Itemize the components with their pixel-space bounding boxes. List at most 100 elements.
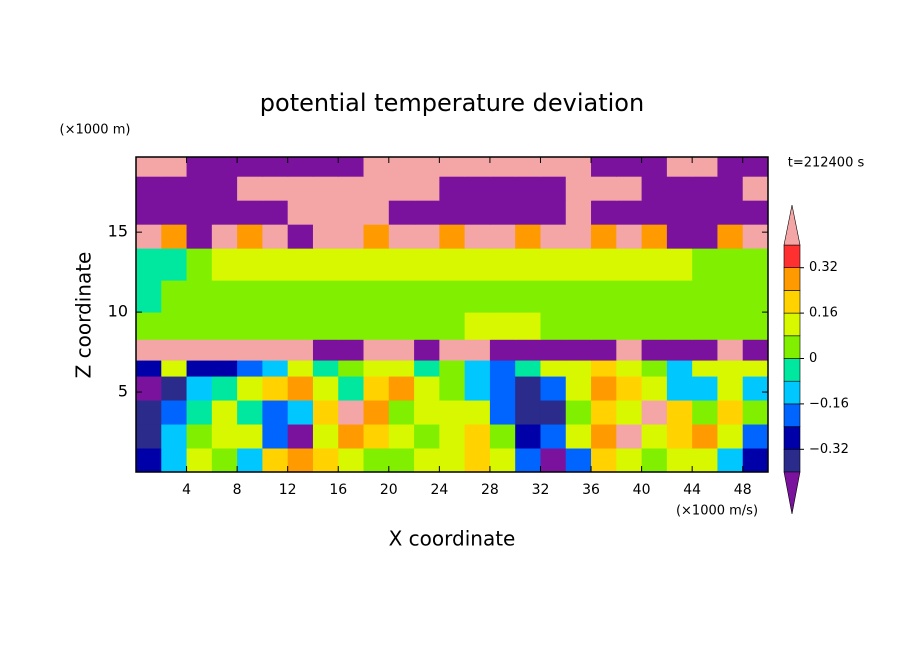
contour-cell xyxy=(287,448,314,473)
contour-cell xyxy=(388,157,415,177)
contour-cell xyxy=(439,224,466,249)
contour-cell xyxy=(515,400,541,425)
contour-cell xyxy=(439,200,466,225)
contour-cell xyxy=(388,376,415,401)
contour-cell xyxy=(414,176,440,201)
contour-cell xyxy=(489,157,516,177)
contour-cell xyxy=(616,157,643,177)
contour-cell xyxy=(666,339,693,361)
contour-cell xyxy=(439,360,466,377)
contour-cell xyxy=(717,376,744,401)
contour-cell xyxy=(464,312,491,340)
contour-cell xyxy=(591,280,617,313)
colorbar-box xyxy=(783,335,801,359)
contour-cell xyxy=(136,424,162,449)
contour-cell xyxy=(312,360,339,377)
contour-cell xyxy=(211,424,238,449)
contour-cell xyxy=(742,248,769,281)
contour-cell xyxy=(616,424,643,449)
contour-cell xyxy=(161,400,188,425)
contour-cell xyxy=(136,176,162,201)
contour-cell xyxy=(641,360,668,377)
x-tick-label: 20 xyxy=(380,482,398,498)
contour-cell xyxy=(161,448,188,473)
time-annotation: t=212400 s xyxy=(788,156,865,171)
contour-cell xyxy=(692,312,718,340)
contour-cell xyxy=(287,424,314,449)
contour-cell xyxy=(489,248,516,281)
contour-cell xyxy=(717,360,744,377)
contour-cell xyxy=(262,176,289,201)
contour-cell xyxy=(591,312,617,340)
contour-cell xyxy=(287,224,314,249)
contour-cell xyxy=(641,312,668,340)
contour-cell xyxy=(211,448,238,473)
contour-cell xyxy=(312,400,339,425)
contour-cell xyxy=(464,360,491,377)
contour-cell xyxy=(515,176,541,201)
contour-cell xyxy=(237,360,263,377)
contour-cell xyxy=(338,339,365,361)
axes: 4 8 12 16 20 24 28 32 36 40 44 4851015−0.32−0.1600.… xyxy=(108,156,849,515)
contour-cell xyxy=(262,157,289,177)
contour-cell xyxy=(439,312,466,340)
contour-cell xyxy=(565,157,592,177)
contour-cell xyxy=(464,248,491,281)
contour-cell xyxy=(338,424,365,449)
contour-cell xyxy=(363,157,390,177)
contour-cell xyxy=(388,339,415,361)
contour-cell xyxy=(742,376,769,401)
colorbar-box xyxy=(783,290,801,314)
contour-cell xyxy=(439,339,466,361)
contour-cell xyxy=(363,400,390,425)
contour-cell xyxy=(591,339,617,361)
contour-cell xyxy=(565,176,592,201)
contour-cell xyxy=(591,248,617,281)
contour-cell xyxy=(312,176,339,201)
contour-cell xyxy=(186,424,213,449)
colorbar-tick-label: 0.32 xyxy=(809,260,838,275)
contour-cell xyxy=(692,280,718,313)
contour-cell xyxy=(363,200,390,225)
contour-cell xyxy=(515,360,541,377)
contour-cell xyxy=(186,400,213,425)
contour-cell xyxy=(591,224,617,249)
contour-cell xyxy=(666,157,693,177)
contour-cell xyxy=(186,312,213,340)
contour-cell xyxy=(312,280,339,313)
contour-cell xyxy=(742,200,769,225)
contour-cell xyxy=(414,376,440,401)
contour-cell xyxy=(161,280,188,313)
contour-cell xyxy=(388,312,415,340)
x-tick-label: 44 xyxy=(683,482,701,498)
contour-cell xyxy=(439,400,466,425)
contour-cell xyxy=(262,312,289,340)
colorbar-box xyxy=(783,426,801,450)
contour-cell xyxy=(489,448,516,473)
contour-cell xyxy=(742,360,769,377)
contour-cell xyxy=(363,448,390,473)
contour-cell xyxy=(439,248,466,281)
contour-cell xyxy=(692,224,718,249)
contour-cell xyxy=(312,248,339,281)
contour-cell xyxy=(616,176,643,201)
contour-cell xyxy=(136,312,162,340)
contour-cell xyxy=(565,376,592,401)
contour-cell xyxy=(616,200,643,225)
contour-cell xyxy=(312,339,339,361)
contour-cell xyxy=(515,424,541,449)
contour-cell xyxy=(262,424,289,449)
contour-cell xyxy=(591,176,617,201)
contour-cell xyxy=(666,424,693,449)
contour-cell xyxy=(211,176,238,201)
contour-cell xyxy=(388,248,415,281)
contour-cell xyxy=(464,157,491,177)
contour-cell xyxy=(237,424,263,449)
contour-cell xyxy=(287,176,314,201)
contour-cell xyxy=(565,424,592,449)
contour-cell xyxy=(237,400,263,425)
contour-cell xyxy=(262,200,289,225)
contour-cell xyxy=(161,312,188,340)
y-tick-label: 5 xyxy=(118,382,128,401)
contour-cell xyxy=(439,176,466,201)
